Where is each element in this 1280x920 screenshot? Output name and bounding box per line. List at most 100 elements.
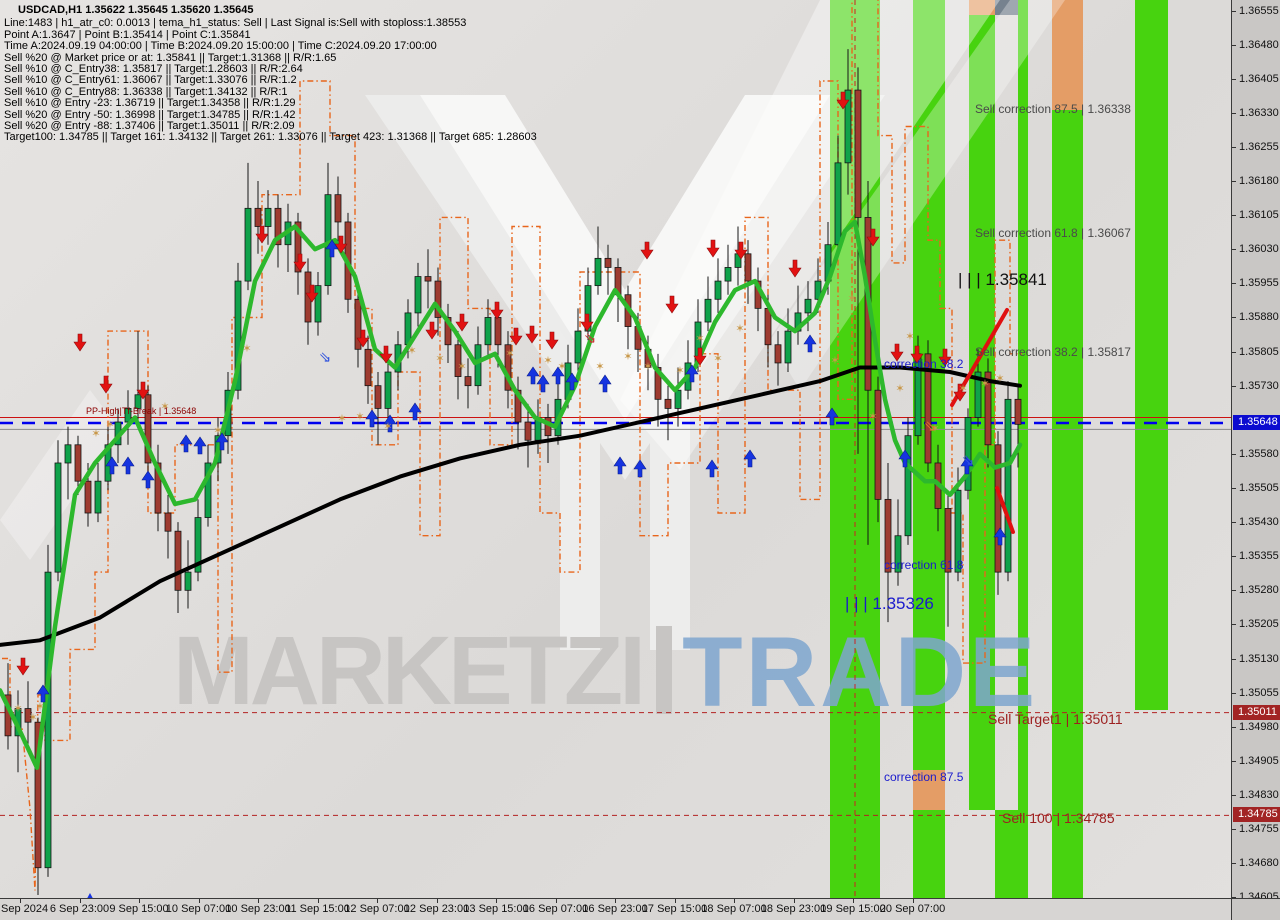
zone-band: [1135, 0, 1168, 710]
star-marker-icon: ✶: [105, 419, 114, 431]
buy-arrow-icon: [193, 436, 207, 455]
candle-body: [454, 344, 462, 377]
buy-arrow-icon: [526, 366, 540, 385]
hollow-arrow-icon: ⇘: [584, 330, 597, 347]
candle-body: [484, 317, 492, 346]
sell-arrow-icon: [580, 313, 594, 332]
symbol-ohlc-line: USDCAD,H1 1.35622 1.35645 1.35620 1.3564…: [18, 4, 254, 16]
star-marker-icon: ✶: [735, 323, 744, 335]
candle-body: [334, 194, 342, 223]
star-marker-icon: ✶: [830, 355, 839, 367]
price-tick: [1232, 863, 1236, 865]
time-axis-label: 6 Sep 23:00: [49, 903, 110, 915]
candle-body: [424, 276, 432, 282]
candle-body: [464, 376, 472, 387]
time-axis-label: 16 Sep 23:00: [582, 903, 648, 915]
sell-arrow-icon: [455, 313, 469, 332]
candle-body: [804, 298, 812, 314]
candle-body: [414, 276, 422, 314]
star-marker-icon: ✶: [980, 378, 989, 390]
star-marker-icon: ✶: [895, 383, 904, 395]
price-tick: [1232, 897, 1236, 899]
sell-arrow-icon: [99, 375, 113, 394]
candle-body: [524, 421, 532, 441]
time-tick: [20, 899, 21, 903]
candle-body: [174, 530, 182, 591]
candle-body: [744, 253, 752, 282]
star-marker-icon: ✶: [91, 428, 100, 440]
time-tick: [377, 899, 378, 903]
price-axis-label: 1.35130: [1239, 652, 1279, 665]
star-marker-icon: ✶: [868, 411, 877, 423]
price-axis-label: 1.35730: [1239, 379, 1279, 392]
sell-arrow-icon: [866, 228, 880, 247]
sell-arrow-icon: [836, 91, 850, 110]
candle-body: [84, 480, 92, 514]
candle-body: [474, 344, 482, 387]
candle-body: [74, 444, 82, 482]
price-axis-label: 1.35205: [1239, 618, 1279, 631]
axis-corner: [1231, 898, 1280, 920]
zone-band: [1018, 0, 1028, 898]
sell-arrow-icon: [938, 348, 952, 367]
price-tick: [1232, 556, 1236, 558]
star-marker-icon: ✶: [643, 361, 652, 373]
time-tick: [79, 899, 81, 903]
price-axis-label: 1.35430: [1239, 516, 1279, 529]
price-tick: [1232, 385, 1236, 387]
sell-arrow-icon: [788, 259, 802, 278]
candle-body: [494, 317, 502, 346]
signal-info-panel: USDCAD,H1 1.35622 1.35645 1.35620 1.3564…: [4, 4, 537, 144]
star-marker-icon: ✶: [847, 293, 856, 305]
sell-arrow-icon: [305, 284, 319, 303]
buy-arrow-icon: [960, 456, 974, 475]
sell-arrow-icon: [545, 331, 559, 350]
trend-line[interactable]: [995, 486, 1015, 534]
buy-arrow-icon: [551, 366, 565, 385]
info-line: Sell %10 @ C_Entry61: 1.36067 || Target:…: [4, 74, 297, 87]
price-tick: [1232, 146, 1236, 148]
hollow-arrow-icon: ⇘: [319, 349, 332, 366]
candle-body: [194, 517, 202, 573]
candle-body: [244, 207, 252, 282]
price-axis-label: 1.34830: [1239, 788, 1279, 801]
price-axis[interactable]: 1.36555 1.36480 1.36405 1.36330 1.36255 1.361…: [1231, 0, 1280, 903]
candle-body: [604, 257, 612, 268]
price-axis-label: 1.36405: [1239, 72, 1279, 85]
sell-arrow-icon: [525, 325, 539, 344]
star-marker-icon: ✶: [557, 361, 566, 373]
watermark-brand-text: MARKETZI: [173, 616, 646, 725]
price-axis-label: 1.34980: [1239, 720, 1279, 733]
sell-arrow-icon: [706, 239, 720, 258]
star-marker-icon: ✶: [505, 348, 514, 360]
candle-body: [434, 280, 442, 318]
sell-arrow-icon: [379, 345, 393, 364]
info-line: Time A:2024.09.19 04:00:00 | Time B:2024…: [4, 40, 437, 53]
brand-logo-chevron: [365, 95, 885, 650]
price-tick: [1232, 215, 1236, 217]
candle-body: [204, 462, 212, 518]
price-tick: [1232, 726, 1236, 728]
candle-body: [704, 298, 712, 323]
time-tick: [317, 899, 319, 903]
candle-body: [994, 444, 1002, 573]
buy-arrow-icon: [633, 459, 647, 478]
candle-body: [294, 221, 302, 273]
price-tick: [1232, 351, 1236, 353]
candle-body: [944, 508, 952, 573]
buy-arrow-icon: [365, 409, 379, 428]
buy-arrow-icon: [105, 456, 119, 475]
candle-body: [444, 317, 452, 346]
candle-body: [814, 280, 822, 300]
watermark: MARKETZI TRADE: [173, 622, 1038, 721]
candle-body: [94, 480, 102, 514]
price-axis-label: 1.35955: [1239, 277, 1279, 290]
sell-arrow-icon: [910, 345, 924, 364]
sell-arrow-icon: [356, 329, 370, 348]
candle-body: [164, 512, 172, 532]
time-tick: [853, 899, 854, 903]
star-marker-icon: ✶: [213, 425, 222, 437]
price-badge-1.35648: 1.35648: [1233, 414, 1280, 430]
